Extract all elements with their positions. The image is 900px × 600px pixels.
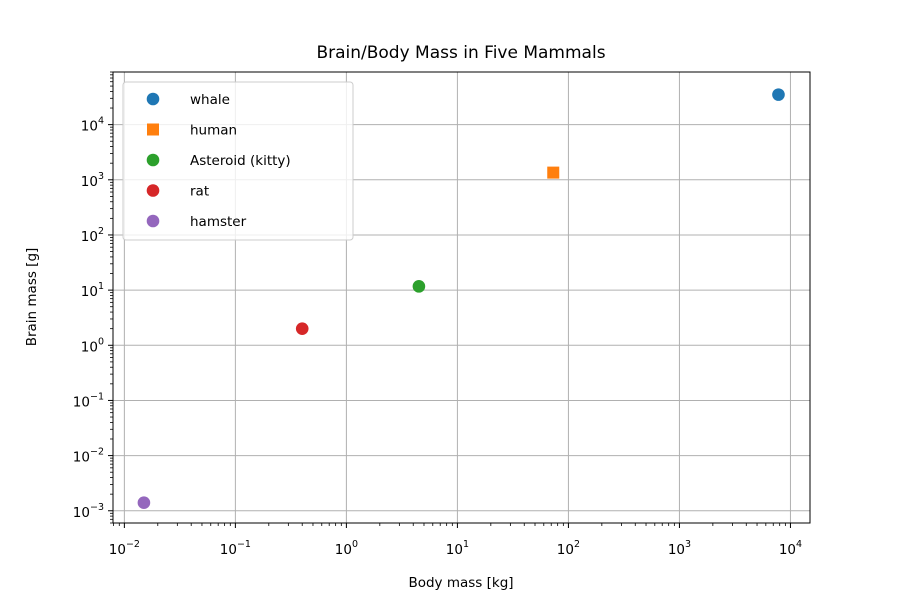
y-tick-label: 10−1 [73,391,104,410]
y-tick-label: 104 [81,116,104,135]
data-point-human [547,166,560,179]
y-tick-label: 101 [81,281,104,300]
legend-box [122,81,354,241]
legend-label-human: human [190,123,237,139]
x-axis-label: Body mass [kg] [408,575,513,591]
legend-marker-rat [146,184,160,197]
plot-frame [112,71,811,524]
x-tick-label: 100 [335,539,358,558]
x-tick-label: 104 [779,539,802,558]
y-tick-label: 10−3 [73,502,104,521]
x-tick-label: 101 [446,539,469,558]
legend-marker-human [147,123,159,136]
x-tick-label: 103 [668,539,691,558]
y-tick-label: 100 [81,336,104,355]
y-tick-label: 102 [81,226,104,245]
data-points [137,88,785,510]
data-point-rat [295,322,309,335]
x-tick-label: 10−2 [109,539,140,558]
data-point-whale [772,88,785,101]
x-tick-label: 10−1 [220,539,251,558]
data-point-asteroid-kitty [412,280,426,293]
legend-label-asteroid-kitty: Asteroid (kitty) [190,153,291,169]
legend-label-whale: whale [190,92,230,108]
grid [113,72,810,523]
y-tick-label: 10−2 [73,447,104,466]
y-tick-label: 103 [81,171,104,190]
data-point-hamster [137,496,151,510]
legend-marker-whale [146,92,160,106]
x-tick-label: 102 [557,539,580,558]
legend: whale human Asteroid (kitty) rat hamster [122,81,354,241]
legend-label-rat: rat [190,184,209,200]
chart-title: Brain/Body Mass in Five Mammals [316,43,605,63]
legend-marker-hamster [146,214,160,228]
y-axis-label: Brain mass [g] [24,248,40,347]
legend-label-hamster: hamster [190,214,247,230]
legend-marker-asteroid-kitty [146,153,160,167]
